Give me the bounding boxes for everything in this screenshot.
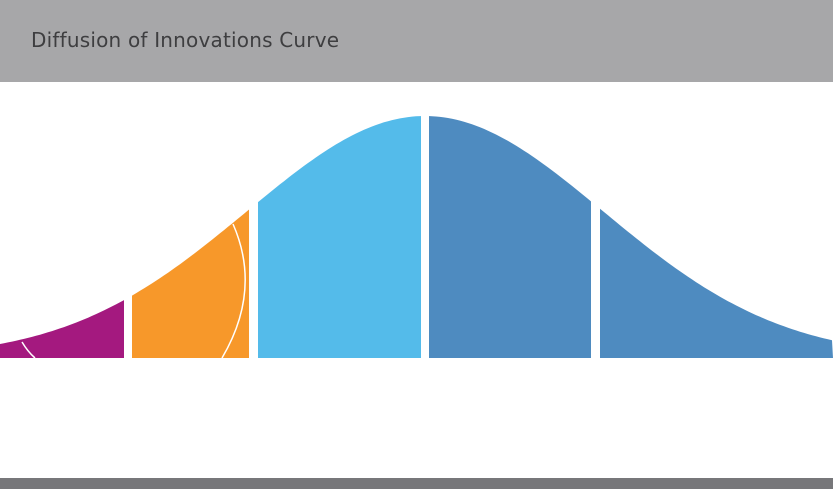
segment-late-majority	[429, 116, 591, 358]
footer-bar	[0, 478, 833, 489]
segment-innovators	[0, 116, 124, 358]
arc-early-adopters	[221, 223, 246, 358]
segment-laggards	[600, 116, 833, 358]
header: Diffusion of Innovations Curve	[0, 0, 833, 82]
segment-early-majority	[258, 116, 421, 358]
segment-early-adopters	[132, 116, 249, 358]
header-title: Diffusion of Innovations Curve	[31, 28, 340, 52]
curve-segments	[0, 116, 833, 358]
arc-innovators	[21, 341, 36, 358]
